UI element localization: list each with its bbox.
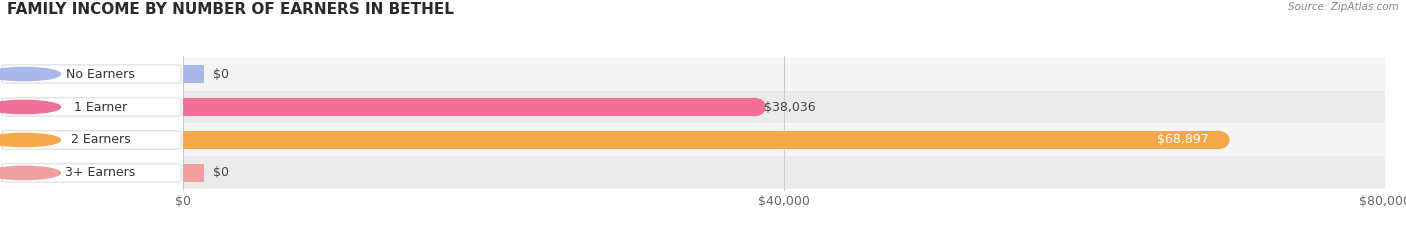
Bar (183, 58, 1385, 91)
Text: $68,897: $68,897 (1157, 134, 1208, 147)
Text: Source: ZipAtlas.com: Source: ZipAtlas.com (1288, 2, 1399, 12)
Text: $0: $0 (212, 166, 229, 179)
Text: $0: $0 (212, 68, 229, 81)
Bar (183, 156, 1385, 189)
Ellipse shape (1208, 131, 1229, 149)
FancyBboxPatch shape (1, 98, 181, 116)
Ellipse shape (744, 98, 765, 116)
Bar (183, 131, 1218, 149)
FancyBboxPatch shape (1, 65, 181, 83)
Bar (183, 164, 204, 182)
Text: 3+ Earners: 3+ Earners (66, 166, 135, 179)
FancyBboxPatch shape (1, 164, 181, 182)
Text: 2 Earners: 2 Earners (70, 134, 131, 147)
Bar (183, 123, 1385, 156)
Bar (183, 65, 204, 83)
FancyBboxPatch shape (1, 131, 181, 149)
Circle shape (0, 100, 60, 114)
Circle shape (0, 133, 60, 147)
Bar (183, 98, 755, 116)
Text: $38,036: $38,036 (763, 100, 815, 113)
Text: 1 Earner: 1 Earner (75, 100, 127, 113)
Circle shape (0, 166, 60, 180)
Text: FAMILY INCOME BY NUMBER OF EARNERS IN BETHEL: FAMILY INCOME BY NUMBER OF EARNERS IN BE… (7, 2, 454, 17)
Circle shape (0, 67, 60, 81)
Text: No Earners: No Earners (66, 68, 135, 81)
Bar (183, 91, 1385, 123)
